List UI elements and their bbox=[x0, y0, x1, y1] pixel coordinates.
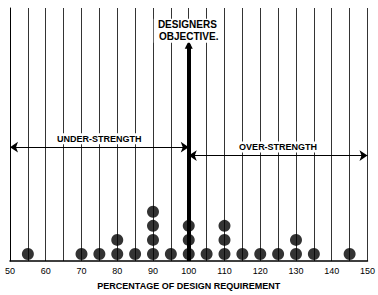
svg-text:OBJECTIVE.: OBJECTIVE. bbox=[159, 31, 219, 42]
svg-text:PERCENTAGE OF DESIGN REQUIREME: PERCENTAGE OF DESIGN REQUIREMENT bbox=[97, 281, 280, 291]
svg-text:UNDER-STRENGTH: UNDER-STRENGTH bbox=[57, 134, 142, 144]
svg-text:130: 130 bbox=[288, 266, 303, 276]
svg-text:OVER-STRENGTH: OVER-STRENGTH bbox=[239, 142, 317, 152]
svg-text:50: 50 bbox=[5, 266, 15, 276]
svg-text:60: 60 bbox=[41, 266, 51, 276]
svg-text:150: 150 bbox=[360, 266, 375, 276]
svg-text:140: 140 bbox=[324, 266, 339, 276]
svg-text:90: 90 bbox=[148, 266, 158, 276]
svg-text:DESIGNERS: DESIGNERS bbox=[158, 19, 220, 30]
svg-text:80: 80 bbox=[112, 266, 122, 276]
svg-text:120: 120 bbox=[253, 266, 268, 276]
svg-text:70: 70 bbox=[76, 266, 86, 276]
svg-text:100: 100 bbox=[181, 266, 196, 276]
svg-text:110: 110 bbox=[217, 266, 231, 276]
